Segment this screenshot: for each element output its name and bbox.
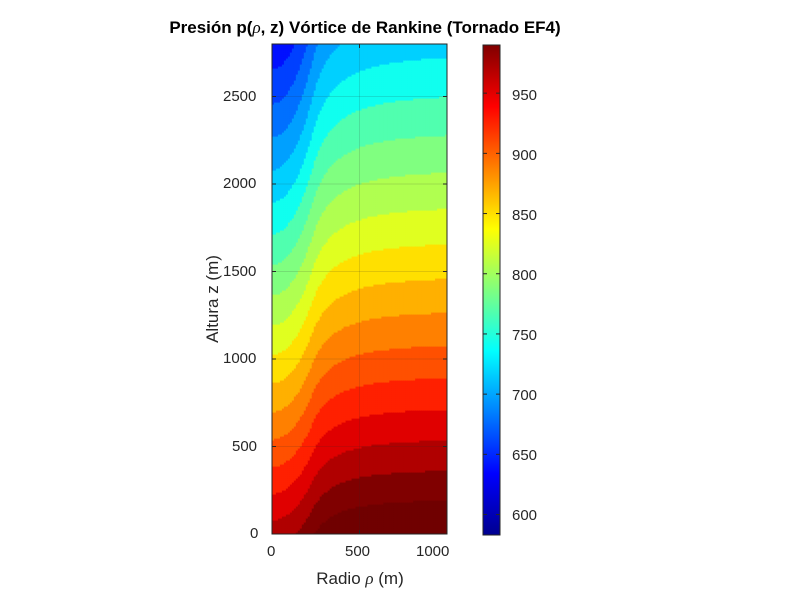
- colorbar-tick-label: 600: [512, 507, 537, 524]
- ytick-label: 2500: [223, 88, 256, 105]
- xtick-label: 500: [345, 543, 370, 560]
- colorbar: [483, 45, 500, 535]
- x-axis-label: Radio ρ (m): [272, 569, 448, 589]
- ytick-label: 500: [232, 438, 257, 455]
- colorbar-tick-label: 700: [512, 387, 537, 404]
- colorbar-tick-label: 850: [512, 207, 537, 224]
- ytick-label: 1500: [223, 263, 256, 280]
- colorbar-tick-label: 750: [512, 327, 537, 344]
- colorbar-tick-label: 800: [512, 267, 537, 284]
- xtick-label: 1000: [416, 543, 449, 560]
- contour-plot: [0, 0, 800, 600]
- y-axis-label: Altura z (m): [203, 239, 223, 359]
- colorbar-tick-label: 950: [512, 87, 537, 104]
- colorbar-tick-label: 900: [512, 147, 537, 164]
- ytick-label: 0: [250, 525, 258, 542]
- xtick-label: 0: [267, 543, 275, 560]
- ytick-label: 2000: [223, 175, 256, 192]
- ytick-label: 1000: [223, 350, 256, 367]
- colorbar-tick-label: 650: [512, 447, 537, 464]
